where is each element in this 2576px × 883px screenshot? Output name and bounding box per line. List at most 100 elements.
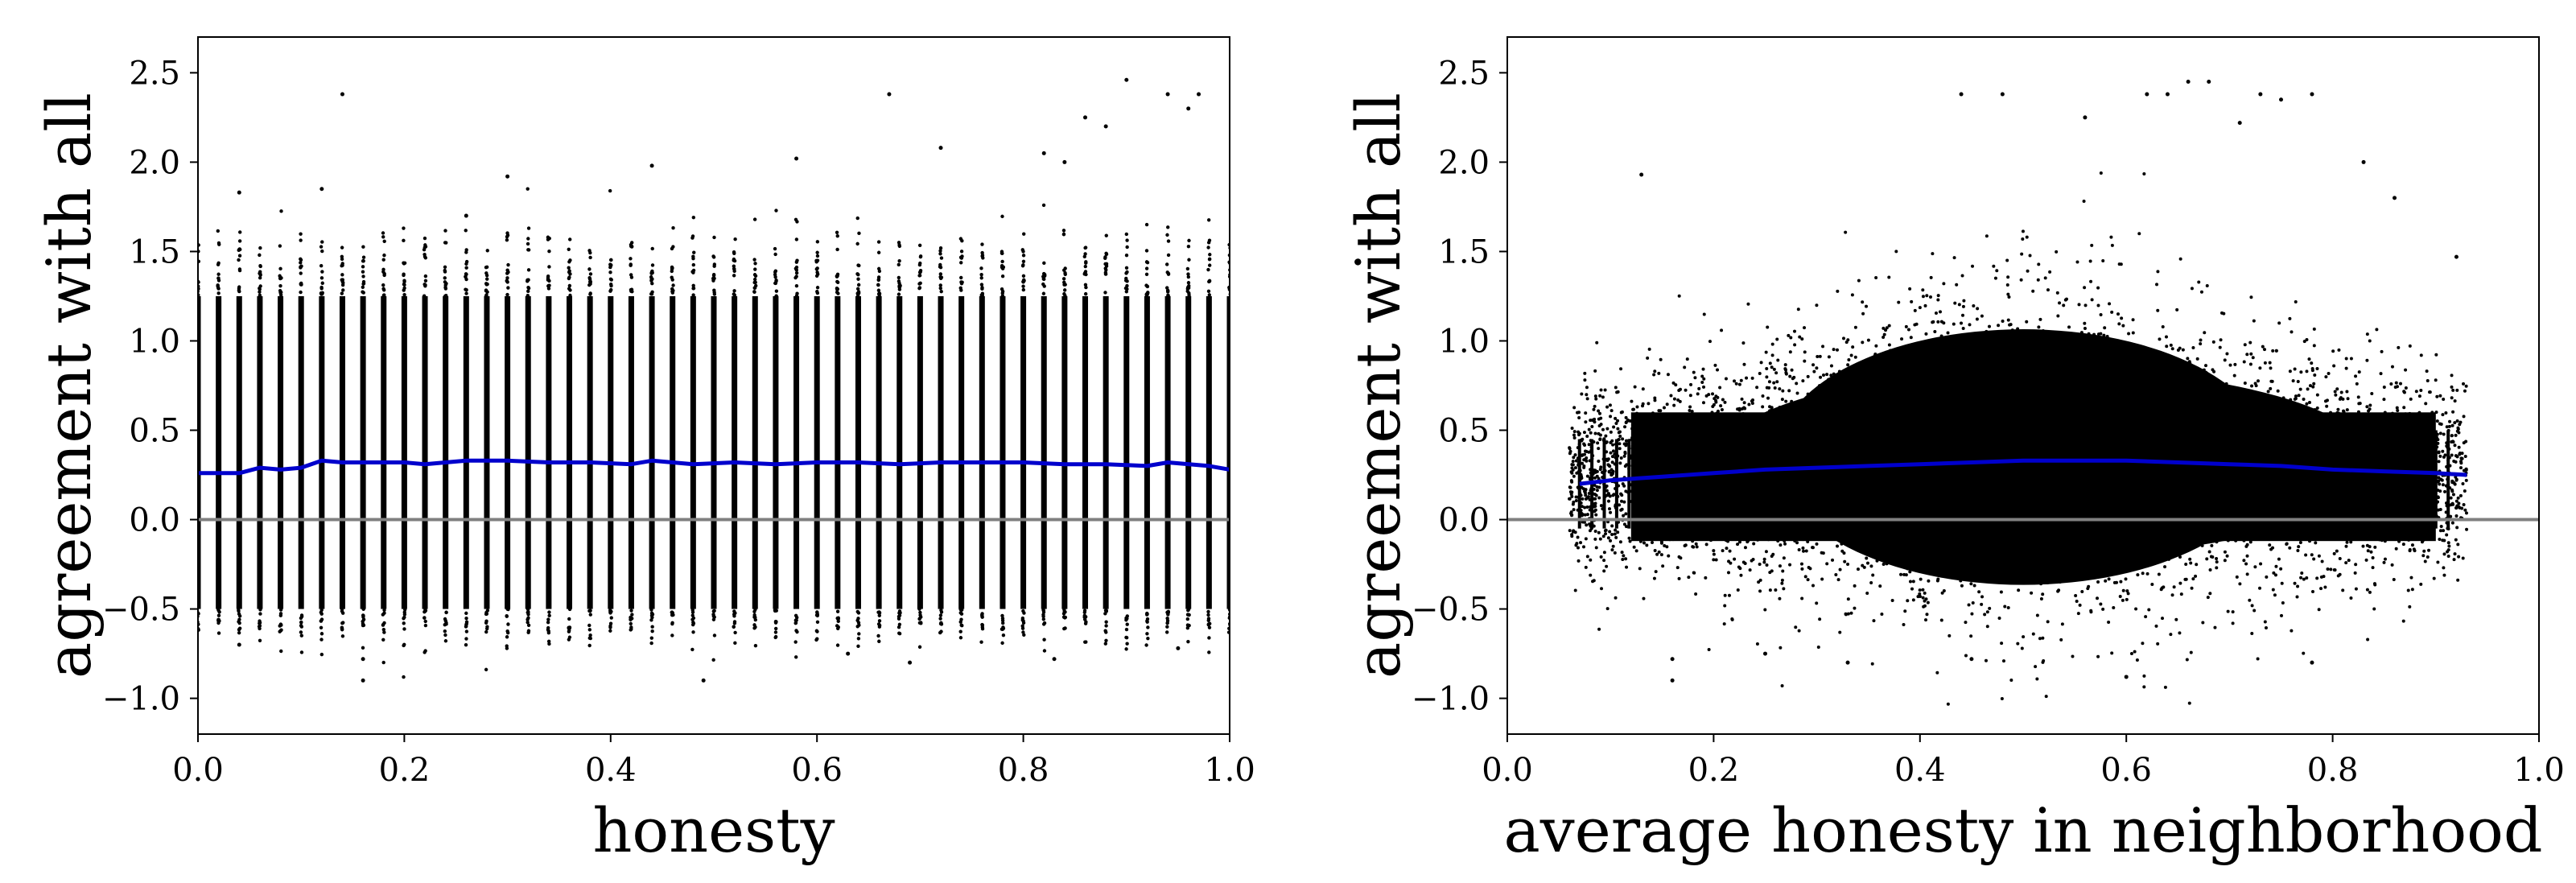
scatter-column-tail-41 — [1041, 203, 1047, 653]
x-tick-label: 0.8 — [2307, 752, 2359, 789]
scatter-column-39 — [999, 295, 1006, 609]
scatter-column-tail-43 — [1082, 246, 1088, 644]
scatter-column-41 — [1041, 295, 1047, 609]
y-tick-label: 1.0 — [1438, 323, 1490, 360]
scatter-column-42 — [1061, 295, 1068, 609]
outlier-point-21 — [1969, 657, 1974, 662]
y-tick-label: 0.5 — [1438, 413, 1490, 450]
scatter-column-18 — [567, 295, 573, 609]
outlier-point-6 — [2310, 92, 2314, 97]
outlier-point-17 — [1763, 651, 1767, 656]
outlier-point-21 — [237, 642, 241, 647]
scatter-column-tail-18 — [567, 237, 572, 642]
scatter-column-49 — [1206, 295, 1212, 609]
scatter-column-16 — [525, 295, 531, 609]
outlier-point-22 — [908, 660, 913, 665]
scatter-column-15 — [505, 295, 511, 609]
x-tick-label: 0.0 — [172, 752, 224, 789]
outlier-point-7 — [1083, 115, 1088, 120]
scatter-column-tail-24 — [690, 215, 696, 652]
scatter-column-11 — [422, 295, 428, 609]
outlier-point-24 — [846, 651, 851, 656]
y-tick-label: 1.5 — [129, 233, 180, 270]
scatter-column-tail-48 — [1185, 238, 1191, 644]
axis-ticks-layer: 0.0 0.2 0.4 0.6 0.8 1.0 −1.0 −0.5 0.0 0.5 1.0 1.5 2.… — [1412, 55, 2565, 789]
x-tick-label: 0.8 — [998, 752, 1049, 789]
y-tick-label: 2.0 — [1438, 144, 1490, 181]
scatter-column-tail-36 — [938, 246, 944, 635]
outlier-point-23 — [1176, 646, 1181, 650]
scatter-column-21 — [628, 295, 634, 609]
outlier-point-13 — [2393, 196, 2397, 200]
y-tick-label: 2.0 — [129, 144, 180, 181]
axis-ticks-layer: 0.0 0.2 0.4 0.6 0.8 1.0 −1.0 −0.5 0.0 0.5 1.0 1.5 2.… — [102, 55, 1255, 789]
scatter-column-tail-38 — [979, 242, 985, 644]
scatter-column-tail-29 — [793, 217, 799, 659]
scatter-column-tail-2 — [237, 230, 242, 635]
outlier-point-20 — [2310, 660, 2314, 665]
scatter-column-tail-7 — [340, 246, 345, 638]
y-axis-label: agreement with all — [33, 93, 105, 679]
y-tick-label: 0.0 — [129, 502, 180, 539]
scatter-column-tail-22 — [649, 246, 655, 646]
scatter-column-20 — [608, 295, 614, 609]
scatter-column-tail-8 — [361, 245, 366, 650]
outlier-point-3 — [938, 146, 943, 151]
scatter-column-tail-16 — [526, 187, 531, 635]
outlier-point-14 — [237, 190, 241, 195]
scatter-column-34 — [896, 295, 903, 609]
scatter-column-tail-27 — [752, 217, 758, 648]
x-axis-label: honesty — [592, 794, 835, 866]
y-tick-label: −1.0 — [102, 681, 180, 718]
scatter-column-8 — [360, 295, 366, 609]
outlier-point-20 — [1052, 657, 1057, 662]
scatter-column-tail-25 — [711, 235, 717, 662]
scatter-column-tail-49 — [1206, 218, 1212, 654]
trend-line-layer — [198, 458, 1230, 476]
outlier-point-19 — [2124, 675, 2129, 679]
outlier-point-19 — [361, 657, 365, 662]
outlier-point-0 — [2083, 115, 2088, 120]
scatter-column-25 — [711, 295, 717, 609]
x-tick-label: 1.0 — [2513, 752, 2565, 789]
scatter-column-29 — [793, 295, 800, 609]
outlier-point-15 — [464, 213, 468, 218]
scatter-column-17 — [546, 295, 552, 609]
trend-line-layer — [1579, 458, 2467, 486]
scatter-column-22 — [649, 295, 655, 609]
scatter-column-28 — [773, 295, 779, 609]
x-tick-label: 1.0 — [1204, 752, 1255, 789]
scatter-column-tail-3 — [257, 246, 262, 643]
outlier-point-8 — [1103, 124, 1108, 129]
outlier-points — [1639, 80, 2459, 683]
outlier-point-10 — [2237, 121, 2242, 126]
scatter-column-tail-20 — [608, 188, 613, 633]
outlier-point-5 — [1197, 92, 1201, 97]
y-tick-label: 1.0 — [129, 323, 180, 360]
scatter-column-tail-23 — [670, 226, 675, 637]
scatter-column-27 — [752, 295, 758, 609]
outlier-point-8 — [2000, 92, 2005, 97]
scatter-column-48 — [1185, 295, 1192, 609]
scatter-column-12 — [443, 295, 449, 609]
scatter-column-3 — [257, 295, 263, 609]
scatter-column-6 — [319, 295, 325, 609]
scatter-column-47 — [1164, 295, 1171, 609]
scatter-column-tail-28 — [773, 208, 779, 640]
scatter-column-5 — [298, 295, 304, 609]
scatter-column-13 — [463, 295, 469, 609]
outlier-point-2 — [1124, 77, 1129, 82]
outlier-point-3 — [2207, 80, 2211, 85]
scatter-column-10 — [401, 295, 407, 609]
scatter-column-tail-13 — [464, 229, 469, 647]
scatter-column-tail-31 — [835, 230, 840, 647]
scatter-cloud — [1568, 171, 2469, 706]
scatter-column-tail-44 — [1103, 233, 1109, 646]
x-tick-label: 0.2 — [379, 752, 431, 789]
scatter-column-19 — [587, 295, 593, 609]
scatter-column-23 — [670, 295, 676, 609]
x-tick-label: 0.2 — [1688, 752, 1740, 789]
outlier-point-7 — [1959, 92, 1964, 97]
scatter-column-14 — [484, 295, 490, 609]
x-tick-label: 0.6 — [791, 752, 843, 789]
